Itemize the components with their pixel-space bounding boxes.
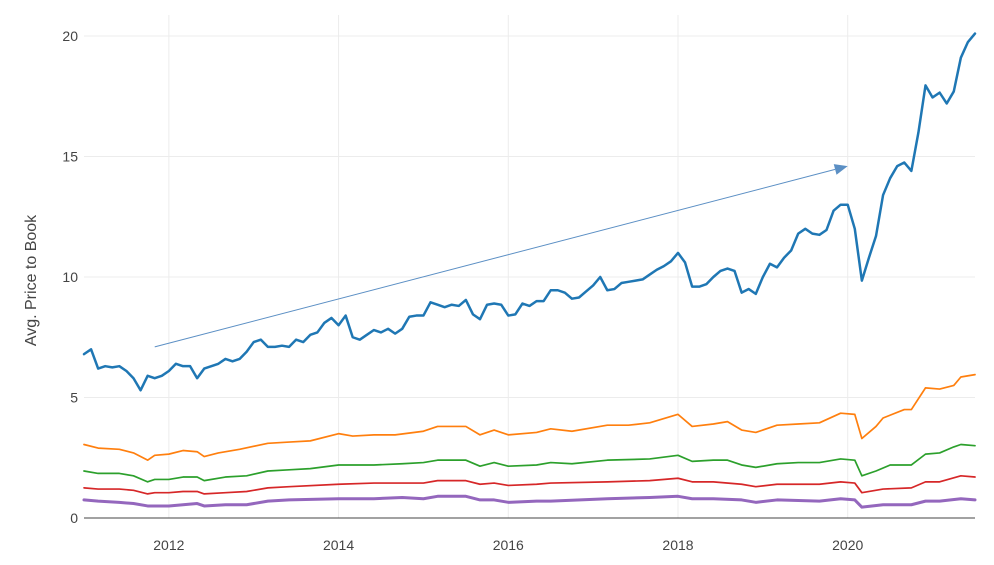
annotations xyxy=(154,164,848,348)
series-line-4 xyxy=(83,474,976,495)
y-tick-label: 10 xyxy=(62,269,78,285)
x-tick-labels: 2012 2014 2016 2018 2020 xyxy=(153,537,863,553)
y-tick-labels: 0 5 10 15 20 xyxy=(62,28,78,526)
series-line-3 xyxy=(83,443,976,483)
annotation-arrow-shaft xyxy=(154,168,836,348)
annotation-arrow-head xyxy=(833,164,848,175)
y-tick-label: 15 xyxy=(62,149,78,165)
y-tick-label: 5 xyxy=(70,390,78,406)
y-tick-label: 0 xyxy=(70,510,78,526)
x-tick-label: 2012 xyxy=(153,537,184,553)
y-axis-title: Avg. Price to Book xyxy=(23,214,40,346)
x-tick-label: 2014 xyxy=(323,537,354,553)
x-tick-label: 2020 xyxy=(832,537,863,553)
y-tick-label: 20 xyxy=(62,28,78,44)
grid xyxy=(84,15,975,518)
series-line-2 xyxy=(83,373,976,462)
x-tick-label: 2018 xyxy=(662,537,693,553)
series-line-1 xyxy=(82,32,977,392)
series-lines xyxy=(82,32,977,509)
x-tick-label: 2016 xyxy=(493,537,524,553)
series-line-5 xyxy=(82,494,977,509)
